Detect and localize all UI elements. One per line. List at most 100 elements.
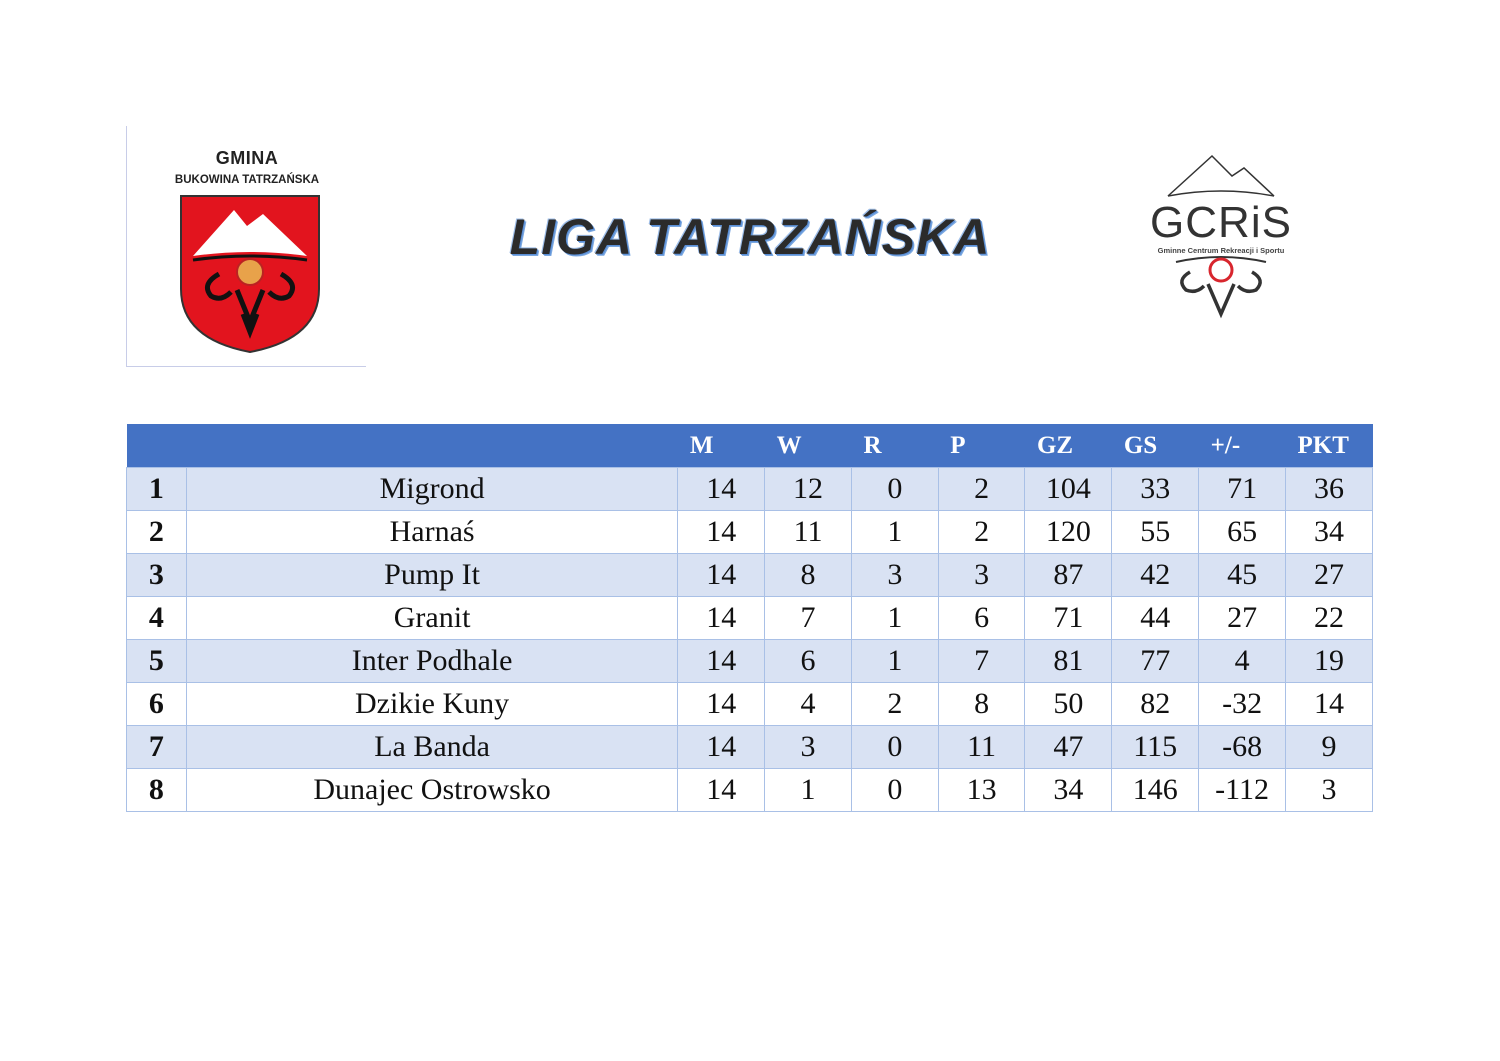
stat-cell: 0 [850, 725, 939, 769]
table-row: 1 Migrond 14 12 0 2 104 33 71 36 [126, 467, 1373, 511]
stat-cell: 65 [1198, 510, 1287, 554]
column-header: W [764, 424, 852, 468]
stat-cell: 1 [850, 639, 939, 683]
table-row: 5 Inter Podhale 14 6 1 7 81 77 4 19 [126, 639, 1373, 683]
column-header: GZ [1024, 424, 1112, 468]
rank-cell: 4 [126, 596, 187, 640]
stat-cell: 77 [1111, 639, 1200, 683]
column-header [126, 424, 187, 468]
stat-cell: 2 [937, 467, 1026, 511]
column-header: R [851, 424, 939, 468]
stat-cell: 34 [1024, 768, 1113, 812]
stat-cell: 33 [1111, 467, 1200, 511]
stat-cell: 14 [677, 596, 766, 640]
mountain-ball-emblem-icon [1167, 154, 1275, 319]
stat-cell: 13 [937, 768, 1026, 812]
stat-cell: 8 [937, 682, 1026, 726]
stat-cell: 7 [937, 639, 1026, 683]
stat-cell: 14 [677, 553, 766, 597]
team-name-cell: Migrond [185, 467, 679, 511]
stat-cell: 3 [850, 553, 939, 597]
page-title: LIGA TATRZAŃSKA [509, 209, 991, 265]
stat-cell: 3 [764, 725, 852, 769]
stat-cell: 22 [1285, 596, 1373, 640]
stat-cell: 14 [677, 682, 766, 726]
stat-cell: 87 [1024, 553, 1113, 597]
stat-cell: 4 [1198, 639, 1287, 683]
stat-cell: 45 [1198, 553, 1287, 597]
table-row: 4 Granit 14 7 1 6 71 44 27 22 [126, 596, 1373, 640]
stat-cell: 1 [850, 510, 939, 554]
league-table: M W R P GZ GS +/- PKT 1 Migrond 14 12 0 2 104 33 71 36 2 H… [126, 424, 1373, 812]
stat-cell: 104 [1024, 467, 1113, 511]
stat-cell: 14 [677, 467, 766, 511]
rank-cell: 6 [126, 682, 187, 726]
stat-cell: 27 [1198, 596, 1287, 640]
stat-cell: 11 [937, 725, 1026, 769]
team-name-cell: Pump It [185, 553, 679, 597]
column-header: P [938, 424, 1025, 468]
stat-cell: 4 [764, 682, 852, 726]
stat-cell: 34 [1285, 510, 1373, 554]
column-header: M [677, 424, 765, 468]
stat-cell: 120 [1024, 510, 1113, 554]
stat-cell: 6 [937, 596, 1026, 640]
stat-cell: 42 [1111, 553, 1200, 597]
stat-cell: 6 [764, 639, 852, 683]
gmina-logo-line2: BUKOWINA TATRZAŃSKA [174, 174, 320, 186]
stat-cell: 1 [850, 596, 939, 640]
stat-cell: 14 [677, 725, 766, 769]
team-name-cell: Harnaś [185, 510, 679, 554]
stat-cell: 0 [850, 768, 939, 812]
stat-cell: 2 [850, 682, 939, 726]
stat-cell: 14 [677, 510, 766, 554]
stat-cell: -32 [1198, 682, 1287, 726]
column-header: PKT [1285, 424, 1373, 468]
stat-cell: 11 [764, 510, 852, 554]
stat-cell: -68 [1198, 725, 1287, 769]
team-name-cell: Granit [185, 596, 679, 640]
gcris-logo-subtitle: Gminne Centrum Rekreacji i Sportu [1157, 246, 1285, 255]
table-header-row: M W R P GZ GS +/- PKT [126, 424, 1373, 468]
rank-cell: 8 [126, 768, 187, 812]
rank-cell: 3 [126, 553, 187, 597]
stat-cell: 27 [1285, 553, 1373, 597]
stat-cell: 3 [1285, 768, 1373, 812]
stat-cell: 71 [1198, 467, 1287, 511]
team-name-cell: La Banda [185, 725, 679, 769]
table-row: 8 Dunajec Ostrowsko 14 1 0 13 34 146 -112 3 [126, 768, 1373, 812]
stat-cell: 9 [1285, 725, 1373, 769]
column-header: +/- [1198, 424, 1286, 468]
gcris-logo-name: GCRiS [1150, 198, 1292, 247]
stat-cell: 3 [937, 553, 1026, 597]
stat-cell: 14 [1285, 682, 1373, 726]
stat-cell: 81 [1024, 639, 1113, 683]
rank-cell: 7 [126, 725, 187, 769]
stat-cell: 14 [677, 639, 766, 683]
table-row: 2 Harnaś 14 11 1 2 120 55 65 34 [126, 510, 1373, 554]
team-name-cell: Dunajec Ostrowsko [185, 768, 679, 812]
stat-cell: 7 [764, 596, 852, 640]
gmina-logo: GMINA BUKOWINA TATRZAŃSKA [126, 126, 366, 367]
stat-cell: 19 [1285, 639, 1373, 683]
stat-cell: 36 [1285, 467, 1373, 511]
gmina-logo-line1: GMINA [215, 148, 279, 168]
rank-cell: 1 [126, 467, 187, 511]
team-name-cell: Inter Podhale [185, 639, 679, 683]
rank-cell: 2 [126, 510, 187, 554]
stat-cell: 2 [937, 510, 1026, 554]
stat-cell: 44 [1111, 596, 1200, 640]
stat-cell: 115 [1111, 725, 1200, 769]
team-name-cell: Dzikie Kuny [185, 682, 679, 726]
stat-cell: 55 [1111, 510, 1200, 554]
rank-cell: 5 [126, 639, 187, 683]
stat-cell: 50 [1024, 682, 1113, 726]
stat-cell: 0 [850, 467, 939, 511]
stat-cell: 8 [764, 553, 852, 597]
stat-cell: 1 [764, 768, 852, 812]
stat-cell: 71 [1024, 596, 1113, 640]
table-row: 7 La Banda 14 3 0 11 47 115 -68 9 [126, 725, 1373, 769]
table-row: 3 Pump It 14 8 3 3 87 42 45 27 [126, 553, 1373, 597]
stat-cell: 47 [1024, 725, 1113, 769]
coat-of-arms-icon [180, 195, 320, 354]
